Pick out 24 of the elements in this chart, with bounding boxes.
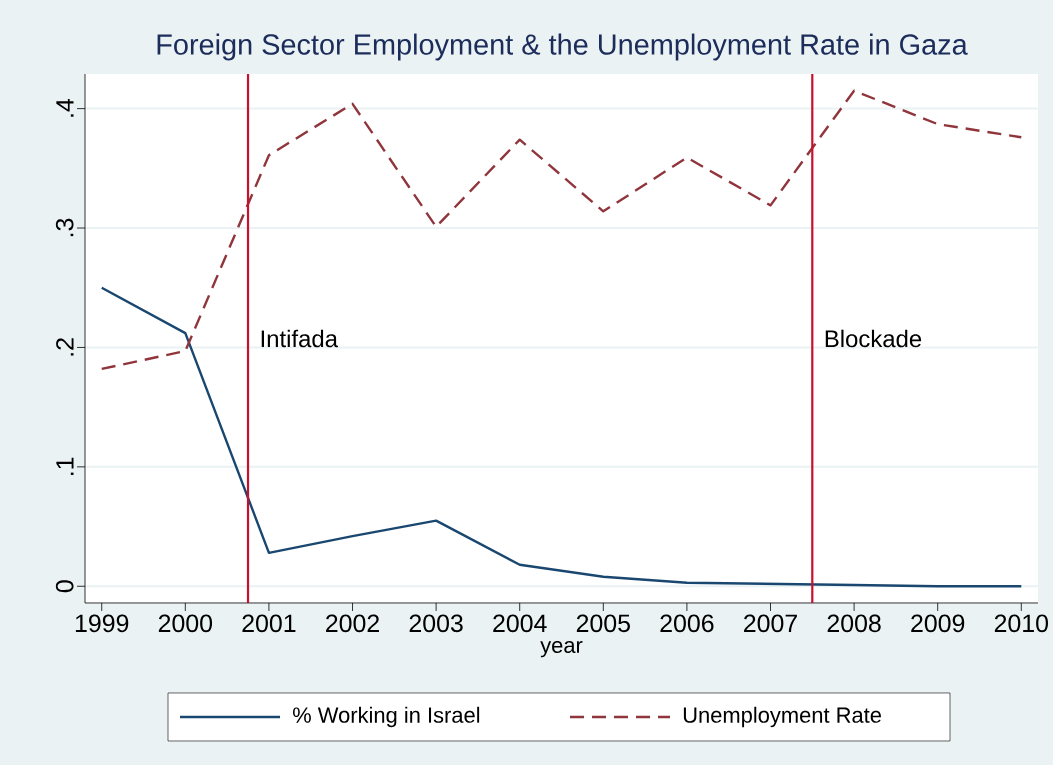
legend-label: Unemployment Rate [683, 706, 881, 728]
x-tick-label: 2000 [158, 614, 213, 633]
line-series [100, 89, 1023, 371]
x-tick-label: 2007 [744, 614, 797, 633]
x-tick-label: 2001 [242, 614, 296, 633]
y-tick-label: .4 [56, 98, 74, 117]
ref-line-label: Intifada [261, 329, 338, 348]
ref-line-label: Blockade [825, 329, 922, 348]
x-tick-label: 2004 [493, 614, 547, 633]
x-tick-label: 2008 [827, 614, 881, 633]
y-tick-label: .3 [55, 218, 74, 237]
x-axis-title: year [540, 640, 583, 658]
x-tick-label: 2006 [660, 614, 714, 633]
x-tick-label: 2002 [326, 614, 379, 633]
y-tick-label: .1 [56, 457, 74, 475]
x-tick-label: 2005 [576, 614, 630, 633]
x-tick-label: 2010 [994, 614, 1049, 633]
chart-title: Foreign Sector Employment & the Unemployment Rate in Gaza [157, 33, 968, 61]
x-tick-label: 2009 [911, 614, 965, 633]
x-tick-label: 2003 [409, 614, 463, 633]
legend-label: % Working in Israel [292, 706, 480, 728]
x-tick-label: 1999 [75, 614, 129, 633]
y-tick-label: 0 [55, 580, 74, 593]
y-tick-label: .2 [56, 338, 74, 356]
